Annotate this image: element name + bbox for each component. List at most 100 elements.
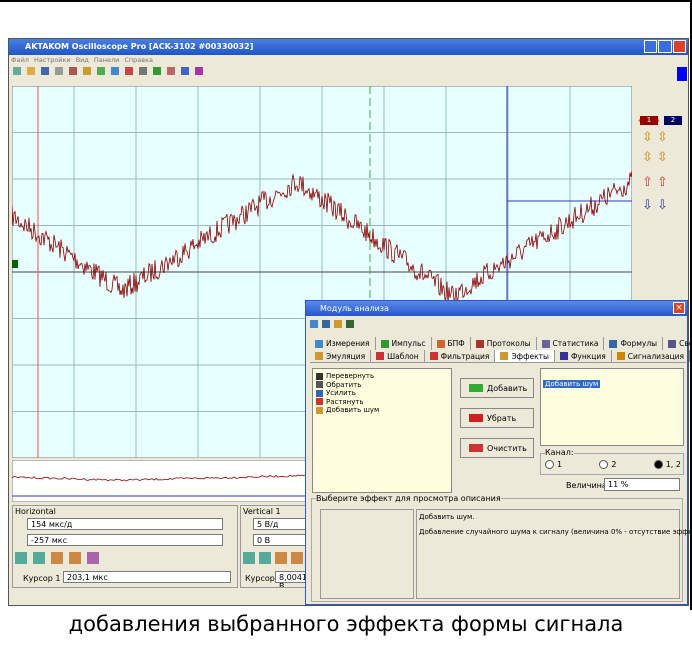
tab-label: Эмуляция: [326, 351, 366, 361]
menu-item[interactable]: Вид: [75, 56, 89, 64]
close-button[interactable]: ×: [673, 302, 685, 314]
menu-item[interactable]: Справка: [124, 56, 154, 64]
cursor-label: Курсор 1: [245, 574, 283, 583]
tab[interactable]: Эмуляция: [310, 350, 372, 362]
effect-item[interactable]: Растянуть: [316, 398, 448, 407]
tab-label: БПФ: [447, 339, 465, 348]
tab-label: Сводка: [679, 339, 692, 348]
dialog-title: Модуль анализа: [320, 304, 389, 313]
tab-label: Функция: [570, 351, 606, 361]
offset-field[interactable]: -257 мкс: [27, 534, 223, 546]
button-label: Добавить: [487, 383, 528, 393]
tab[interactable]: БПФ: [432, 337, 471, 350]
scale-field[interactable]: 5 В/д: [253, 518, 305, 530]
channel-1-button[interactable]: 1: [640, 116, 658, 125]
effect-icon: [316, 372, 323, 380]
caption: добавления выбранного эффекта формы сигн…: [68, 612, 624, 636]
tab[interactable]: Импульс: [376, 337, 432, 350]
tab-row: Эмуляция Шаблон Фильтрация Эффекты Функция Си…: [310, 350, 691, 363]
selected-label: Добавить шум: [545, 380, 599, 388]
tab-label: Сигнализация: [627, 351, 685, 361]
tab[interactable]: Формулы: [604, 337, 664, 350]
action-button[interactable]: Очистить: [460, 438, 534, 458]
panel-title: Horizontal: [15, 507, 56, 516]
radio-label: 1, 2: [665, 460, 681, 469]
toolbar: [13, 67, 313, 81]
tab-icon: [559, 352, 568, 360]
horizontal-panel: Horizontal 154 мкс/д -257 мкс Курсор 1 2…: [12, 505, 238, 588]
tab-label: Импульс: [391, 339, 426, 348]
channel-label: Канал:: [545, 448, 574, 457]
title-bar: AKTAKOM Oscilloscope Pro [ACK-3102 #0033…: [9, 39, 688, 55]
effect-item[interactable]: Обратить: [316, 381, 448, 390]
radio-circle: [599, 460, 609, 469]
tab-row: Измерения Импульс БПФ Протоколы Статистика Фо…: [310, 337, 692, 350]
preview-box: [320, 509, 414, 599]
channel-radio[interactable]: 1: [545, 460, 562, 469]
tab-icon: [500, 352, 509, 360]
description-text: Добавление случайного шума к сигналу (ве…: [419, 528, 692, 536]
menu-item[interactable]: Файл: [11, 56, 29, 64]
radio-label: 1: [557, 460, 563, 469]
dialog-toolbar: [310, 320, 370, 332]
panel-title: Vertical 1: [243, 507, 281, 516]
cursor-field[interactable]: 8,0041 В: [275, 571, 305, 587]
selected-item[interactable]: Добавить шум: [543, 380, 601, 388]
effect-label: Усилить: [326, 389, 356, 398]
button-label: Очистить: [487, 443, 527, 453]
tab-label: Статистика: [552, 339, 599, 348]
tab[interactable]: Шаблон: [371, 350, 425, 362]
scale-field[interactable]: 154 мкс/д: [27, 518, 223, 530]
tab-icon: [380, 339, 389, 348]
effect-label: Растянуть: [326, 397, 364, 406]
tab-icon: [616, 352, 625, 360]
tab-label: Шаблон: [387, 351, 419, 361]
side-panel: ⇔ ⇔ 1 2 ⇳ ⇳ ⇳ ⇳ ⇧ ⇧ ⇩ ⇩: [634, 114, 688, 220]
action-button[interactable]: Добавить: [460, 378, 534, 398]
channel-group: Канал: 1 2 1, 2: [540, 448, 684, 475]
icon-row: [15, 552, 125, 566]
tab[interactable]: Эффекты: [495, 350, 555, 362]
cursor-label: Курсор 1: [23, 574, 61, 583]
description-group-label: Выберите эффект для просмотра описания: [316, 494, 501, 503]
tab-icon: [436, 339, 445, 348]
tab-icon: [315, 339, 323, 348]
tab-label: Формулы: [620, 339, 658, 348]
effect-item[interactable]: Усилить: [316, 389, 448, 398]
button-icon: [469, 414, 483, 422]
radio-label: 2: [611, 460, 617, 469]
window-controls[interactable]: [644, 40, 686, 53]
channel-radio[interactable]: 2: [599, 460, 616, 469]
tab[interactable]: Функция: [555, 350, 612, 362]
window-title: AKTAKOM Oscilloscope Pro [ACK-3102 #0033…: [25, 42, 254, 51]
tab[interactable]: Сводка: [663, 337, 692, 350]
tab[interactable]: Фильтрация: [425, 350, 496, 362]
tab-icon: [475, 339, 484, 348]
tab-icon: [315, 352, 323, 360]
radio-circle: [653, 460, 663, 469]
effect-icon: [316, 389, 323, 397]
tab[interactable]: Измерения: [310, 337, 376, 350]
frame: [0, 0, 692, 610]
menu-item[interactable]: Настройки: [33, 56, 71, 64]
button-label: Убрать: [487, 413, 517, 423]
effects-list: Перевернуть Обратить Усилить Растянуть Добав…: [312, 368, 452, 493]
tab[interactable]: Сигнализация: [612, 350, 691, 362]
channel-radio[interactable]: 1, 2: [653, 460, 681, 469]
channel-2-button[interactable]: 2: [664, 116, 682, 125]
offset-field[interactable]: 0 В: [253, 534, 305, 546]
menu-item[interactable]: Панели: [93, 56, 120, 64]
cursor-field[interactable]: 203,1 мкс: [63, 571, 231, 583]
effect-item[interactable]: Добавить шум: [316, 406, 448, 415]
amount-field[interactable]: 11 %: [604, 478, 680, 491]
effect-item[interactable]: Перевернуть: [316, 372, 448, 381]
description-box: Добавить шум. Добавление случайного шума…: [416, 509, 692, 599]
action-button[interactable]: Убрать: [460, 408, 534, 428]
effect-label: Обратить: [326, 380, 362, 389]
tab[interactable]: Протоколы: [471, 337, 537, 350]
effect-icon: [316, 381, 323, 389]
tab[interactable]: Статистика: [537, 337, 605, 350]
waveform: [12, 170, 632, 304]
tab-icon: [609, 339, 618, 348]
